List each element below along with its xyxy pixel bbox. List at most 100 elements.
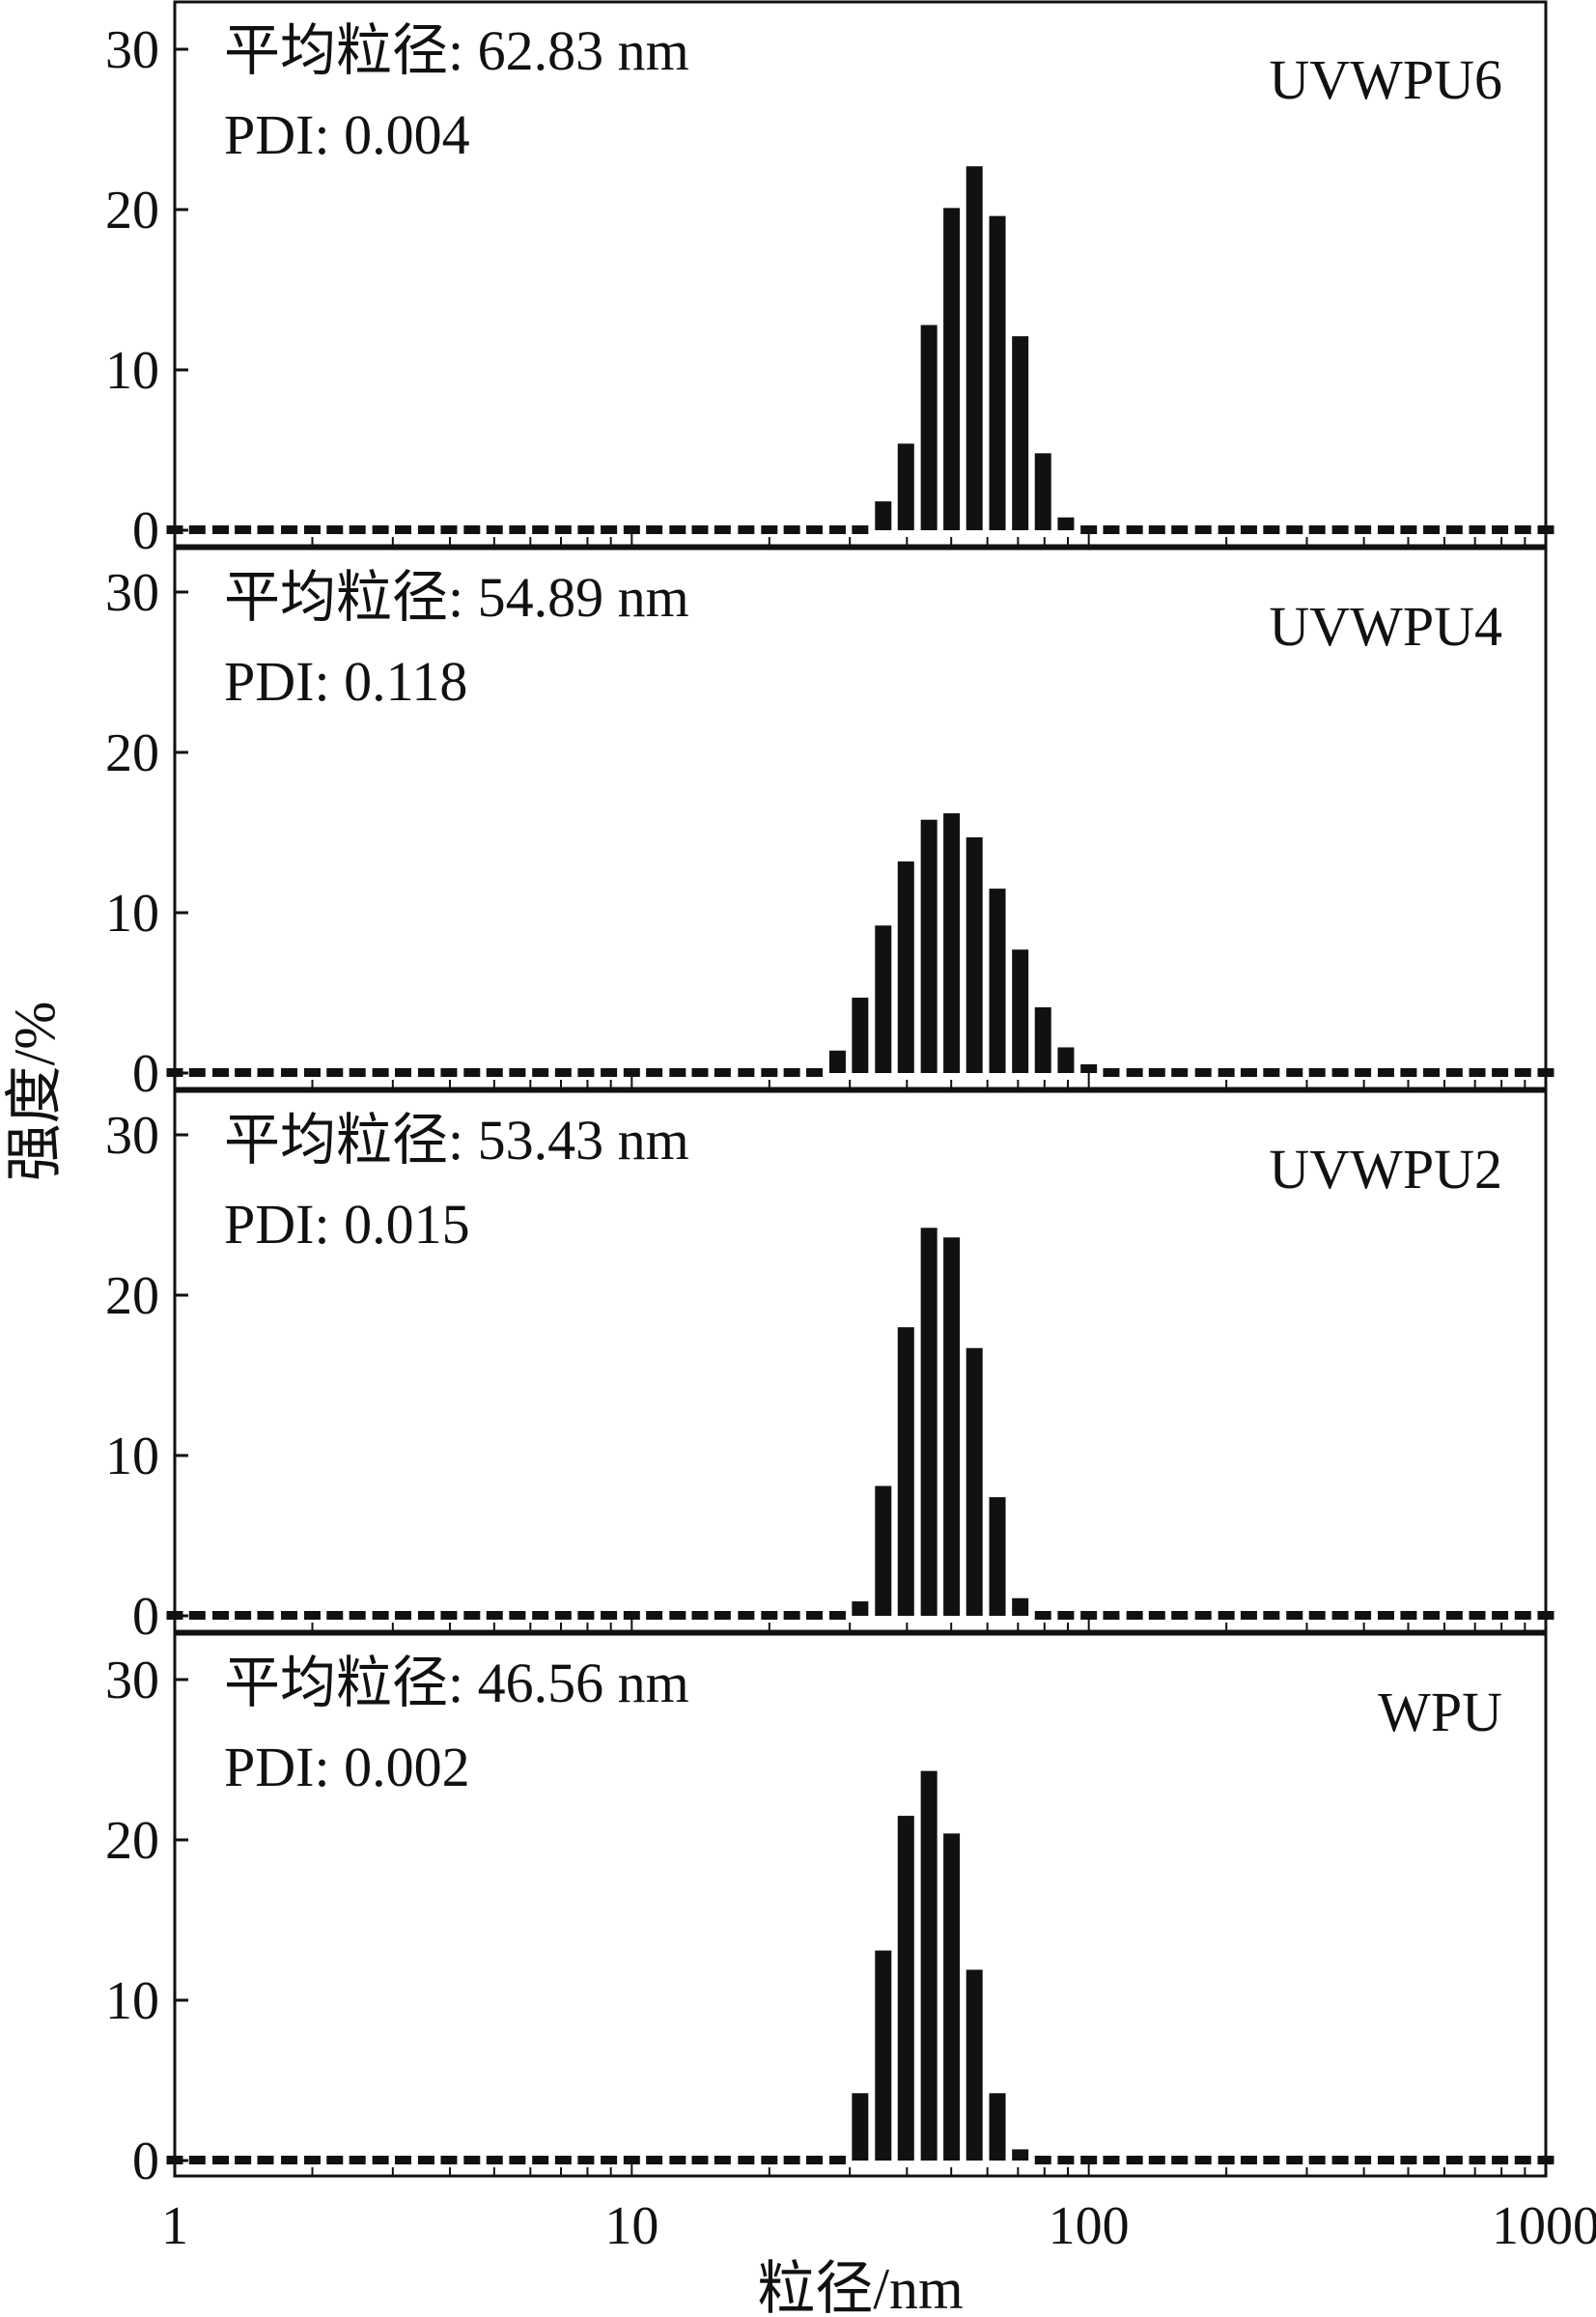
bar — [326, 1611, 344, 1620]
bar — [1126, 2156, 1143, 2164]
bar — [943, 1833, 961, 2161]
bar — [738, 1068, 755, 1077]
bar — [1126, 1611, 1143, 1620]
bar — [669, 1611, 686, 1620]
y-tick-label: 20 — [105, 1266, 159, 1326]
bar — [281, 1611, 298, 1620]
bar — [601, 2156, 618, 2164]
bar — [440, 1068, 458, 1077]
bar — [188, 1068, 206, 1077]
bar — [1057, 1047, 1075, 1073]
bar — [440, 1611, 458, 1620]
bar — [212, 525, 230, 534]
y-tick-label: 0 — [132, 501, 159, 561]
bar — [1445, 1068, 1463, 1077]
bar — [166, 1068, 183, 1077]
bar — [1171, 2156, 1189, 2164]
bar — [875, 1485, 892, 1616]
bar — [1171, 525, 1189, 534]
bar — [509, 525, 526, 534]
bar — [326, 1068, 344, 1077]
bar — [1286, 1611, 1303, 1620]
bar — [989, 2093, 1006, 2161]
bar — [257, 525, 274, 534]
bar — [1263, 2156, 1280, 2164]
panel-frame — [173, 0, 1548, 548]
bar — [326, 525, 344, 534]
bar — [1514, 525, 1531, 534]
bar — [1034, 453, 1051, 530]
panel-uvwpu4: 0 10 20 30 平均粒径: 54.89 nm PDI: 0.118 UVWPU4 — [105, 547, 1554, 1104]
y-axis-title: 强度/% — [3, 1002, 67, 1182]
bar — [1469, 2156, 1486, 2164]
bar — [440, 2156, 458, 2164]
bar — [1469, 525, 1486, 534]
bar — [417, 525, 434, 534]
bar — [920, 1228, 938, 1616]
panel-frame — [173, 1089, 1548, 1633]
bar — [623, 525, 640, 534]
bar — [532, 1068, 549, 1077]
bar — [509, 1068, 526, 1077]
bar — [1514, 1611, 1531, 1620]
bar — [806, 2156, 824, 2164]
x-tick-label: 1 — [161, 2196, 188, 2256]
bar — [554, 1611, 572, 1620]
bar — [1171, 1068, 1189, 1077]
panel-wpu: 0 10 20 30 平均粒径: 46.56 nm PDI: 0.002 WPU — [105, 1632, 1554, 2191]
bar — [1423, 2156, 1441, 2164]
x-axis-title: 粒径/nm — [757, 2257, 963, 2317]
bar — [1286, 525, 1303, 534]
bar — [349, 2156, 366, 2164]
sample-label: WPU — [1378, 1681, 1502, 1743]
bar — [852, 997, 869, 1073]
bar — [738, 525, 755, 534]
bar — [989, 889, 1006, 1073]
bar — [235, 1611, 252, 1620]
bar — [714, 1068, 731, 1077]
bar — [897, 861, 914, 1073]
bar — [281, 525, 298, 534]
bar — [463, 525, 481, 534]
bar — [897, 1327, 914, 1616]
bar — [1080, 1611, 1098, 1620]
bar — [989, 215, 1006, 530]
bar — [828, 2156, 846, 2164]
x-tick-label: 100 — [1049, 2196, 1130, 2256]
bar — [1263, 525, 1280, 534]
y-tick-label: 0 — [132, 1587, 159, 1647]
bar — [1057, 517, 1075, 530]
bar — [920, 1770, 938, 2161]
bar — [1355, 1611, 1372, 1620]
y-tick-label: 20 — [105, 723, 159, 783]
bar — [1034, 1006, 1051, 1073]
bar — [920, 819, 938, 1073]
bar — [395, 2156, 412, 2164]
bar — [1423, 1611, 1441, 1620]
bar — [1331, 1068, 1349, 1077]
bar — [1218, 1611, 1235, 1620]
bar — [532, 1611, 549, 1620]
bar — [623, 2156, 640, 2164]
bar — [326, 2156, 344, 2164]
mean-size-text: 平均粒径: 54.89 nm — [224, 566, 689, 629]
bar — [852, 2093, 869, 2161]
y-tick-label: 20 — [105, 1811, 159, 1871]
bar — [1218, 525, 1235, 534]
bar — [303, 2156, 321, 2164]
bar — [257, 2156, 274, 2164]
bar — [372, 525, 389, 534]
bar — [897, 443, 914, 530]
bar — [554, 525, 572, 534]
bar — [1423, 1068, 1441, 1077]
bar — [509, 1611, 526, 1620]
bar — [1012, 2149, 1029, 2161]
y-tick-label: 30 — [105, 563, 159, 623]
bar — [577, 525, 595, 534]
bar — [783, 1611, 800, 1620]
bar — [1240, 525, 1257, 534]
bar — [1080, 2156, 1098, 2164]
bar — [989, 1497, 1006, 1616]
bar — [1034, 1611, 1051, 1620]
